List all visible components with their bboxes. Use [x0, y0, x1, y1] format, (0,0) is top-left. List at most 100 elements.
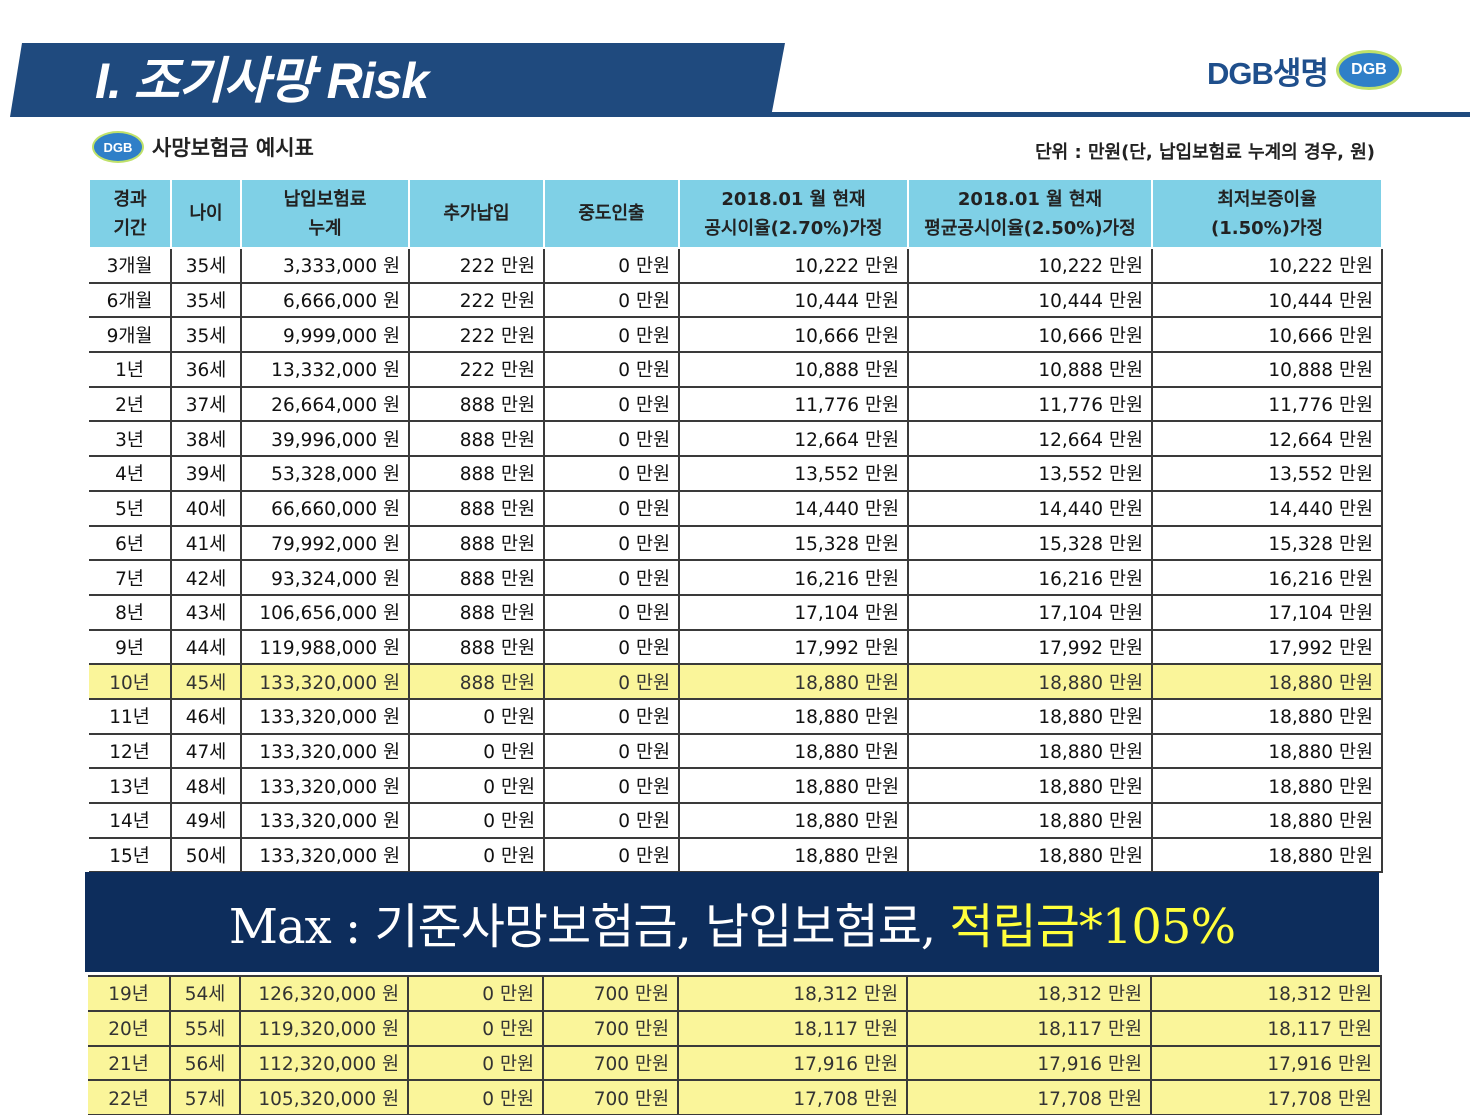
column-header-line: 납입보험료 — [283, 188, 367, 210]
table-cell: 0 만원 — [409, 768, 545, 804]
table-cell: 43세 — [171, 594, 242, 631]
brand: DGB생명 DGB — [1207, 48, 1402, 92]
table-cell: 18,312 만원 — [678, 975, 908, 1012]
table-cell: 11,776 만원 — [908, 386, 1153, 423]
table-cell: 0 만원 — [544, 560, 680, 596]
column-header-line: 공시이율(2.70%)가정 — [704, 217, 883, 239]
table-cell: 17,992 만원 — [679, 629, 909, 666]
column-header-line: 기간 — [113, 217, 147, 239]
table-cell: 888 만원 — [409, 664, 545, 700]
table-row: 9개월 35세 9,999,000 원 222 만원 0 만원 10,666 만원 10,6… — [89, 317, 1383, 354]
table-cell: 10,222 만원 — [679, 247, 909, 284]
table-cell: 133,320,000 원 — [241, 768, 410, 804]
table-cell: 47세 — [171, 733, 242, 770]
table-cell: 12,664 만원 — [679, 421, 909, 458]
table-cell: 10년 — [89, 664, 172, 700]
table-cell: 14,440 만원 — [1152, 490, 1383, 527]
table-cell: 1년 — [89, 352, 172, 388]
table-cell: 17,708 만원 — [907, 1080, 1152, 1115]
column-header: 나이 — [170, 178, 242, 249]
table-cell: 888 만원 — [409, 594, 545, 631]
table-cell: 18,880 만원 — [1152, 698, 1383, 735]
table-cell: 17,916 만원 — [1151, 1045, 1382, 1082]
table-cell: 14년 — [89, 803, 172, 839]
table-cell: 13,332,000 원 — [241, 352, 410, 388]
table-cell: 133,320,000 원 — [241, 664, 410, 700]
table-cell: 0 만원 — [544, 837, 680, 874]
table-cell: 112,320,000 원 — [240, 1045, 409, 1082]
column-header: 최저보증이율 (1.50%)가정 — [1151, 178, 1383, 249]
table-body: 3개월 35세 3,333,000 원 222 만원 0 만원 10,222 만원 10,2… — [89, 247, 1383, 874]
death-benefit-table: 경과 기간 나이 납입보험료 누계 추가납입 중도인출 2018.01 월 현재 공시이율(2.… — [88, 178, 1383, 874]
table-cell: 13,552 만원 — [908, 456, 1153, 492]
table-row: 8년 43세 106,656,000 원 888 만원 0 만원 17,104 만원 17,… — [89, 594, 1383, 631]
table-cell: 10,888 만원 — [679, 352, 909, 388]
table-cell: 17,992 만원 — [1152, 629, 1383, 666]
table-cell: 17,104 만원 — [908, 594, 1153, 631]
table-cell: 18,880 만원 — [679, 803, 909, 839]
table-cell: 17,992 만원 — [908, 629, 1153, 666]
table-cell: 222 만원 — [409, 317, 545, 354]
table-row: 3개월 35세 3,333,000 원 222 만원 0 만원 10,222 만원 10,2… — [89, 247, 1383, 284]
column-header: 중도인출 — [543, 178, 680, 249]
table-cell: 0 만원 — [544, 317, 680, 354]
table-cell: 10,444 만원 — [679, 282, 909, 319]
table-cell: 11년 — [89, 698, 172, 735]
table-cell: 10,666 만원 — [679, 317, 909, 354]
table-cell: 16,216 만원 — [679, 560, 909, 596]
table-cell: 26,664,000 원 — [241, 386, 410, 423]
table-cell: 0 만원 — [544, 803, 680, 839]
table-cell: 16,216 만원 — [908, 560, 1153, 596]
table-cell: 14,440 만원 — [908, 490, 1153, 527]
table-cell: 0 만원 — [409, 698, 545, 735]
table-cell: 0 만원 — [544, 282, 680, 319]
column-header-line: 평균공시이율(2.50%)가정 — [924, 217, 1136, 239]
table-cell: 13년 — [89, 768, 172, 804]
table-cell: 0 만원 — [544, 629, 680, 666]
column-header-line: 중도인출 — [578, 203, 645, 224]
table-cell: 13,552 만원 — [679, 456, 909, 492]
table-cell: 18,880 만원 — [679, 837, 909, 874]
table-cell: 54세 — [170, 975, 241, 1012]
table-cell: 119,988,000 원 — [241, 629, 410, 666]
table-cell: 16,216 만원 — [1152, 560, 1383, 596]
table-cell: 46세 — [171, 698, 242, 735]
table-row: 6년 41세 79,992,000 원 888 만원 0 만원 15,328 만원 15,3… — [89, 525, 1383, 562]
table-cell: 126,320,000 원 — [240, 975, 409, 1012]
table-cell: 18,880 만원 — [908, 837, 1153, 874]
table-cell: 39세 — [171, 456, 242, 492]
table-cell: 18,880 만원 — [908, 698, 1153, 735]
column-header-line: 추가납입 — [443, 203, 510, 224]
table-cell: 12,664 만원 — [908, 421, 1153, 458]
table-cell: 18,117 만원 — [678, 1010, 908, 1047]
brand-name: DGB생명 — [1207, 55, 1329, 91]
table-cell: 20년 — [88, 1010, 171, 1047]
table-cell: 18,312 만원 — [907, 975, 1152, 1012]
table-cell: 6년 — [89, 525, 172, 562]
table-cell: 2년 — [89, 386, 172, 423]
table-cell: 700 만원 — [543, 1010, 679, 1047]
table-cell: 888 만원 — [409, 525, 545, 562]
column-header-line: 2018.01 월 현재 — [957, 188, 1103, 210]
dgb-logo-icon: DGB — [1335, 50, 1402, 90]
table-cell: 79,992,000 원 — [241, 525, 410, 562]
table-cell: 35세 — [171, 282, 242, 319]
banner-text: Max : 기준사망보험금, 납입보험료, 적립금*105% — [228, 887, 1236, 957]
table-cell: 22년 — [88, 1080, 171, 1115]
banner-main: Max : 기준사망보험금, 납입보험료, — [228, 899, 950, 955]
table-cell: 39,996,000 원 — [241, 421, 410, 458]
table-cell: 18,880 만원 — [679, 664, 909, 700]
table-cell: 0 만원 — [544, 456, 680, 492]
table-cell: 93,324,000 원 — [241, 560, 410, 596]
table-row: 4년 39세 53,328,000 원 888 만원 0 만원 13,552 만원 13,5… — [89, 456, 1383, 492]
column-header-line: 2018.01 월 현재 — [721, 188, 866, 210]
table-cell: 133,320,000 원 — [241, 733, 410, 770]
table-cell: 0 만원 — [408, 1045, 544, 1082]
table-cell: 17,104 만원 — [1152, 594, 1383, 631]
table-cell: 5년 — [89, 490, 172, 527]
table-cell: 3년 — [89, 421, 172, 458]
